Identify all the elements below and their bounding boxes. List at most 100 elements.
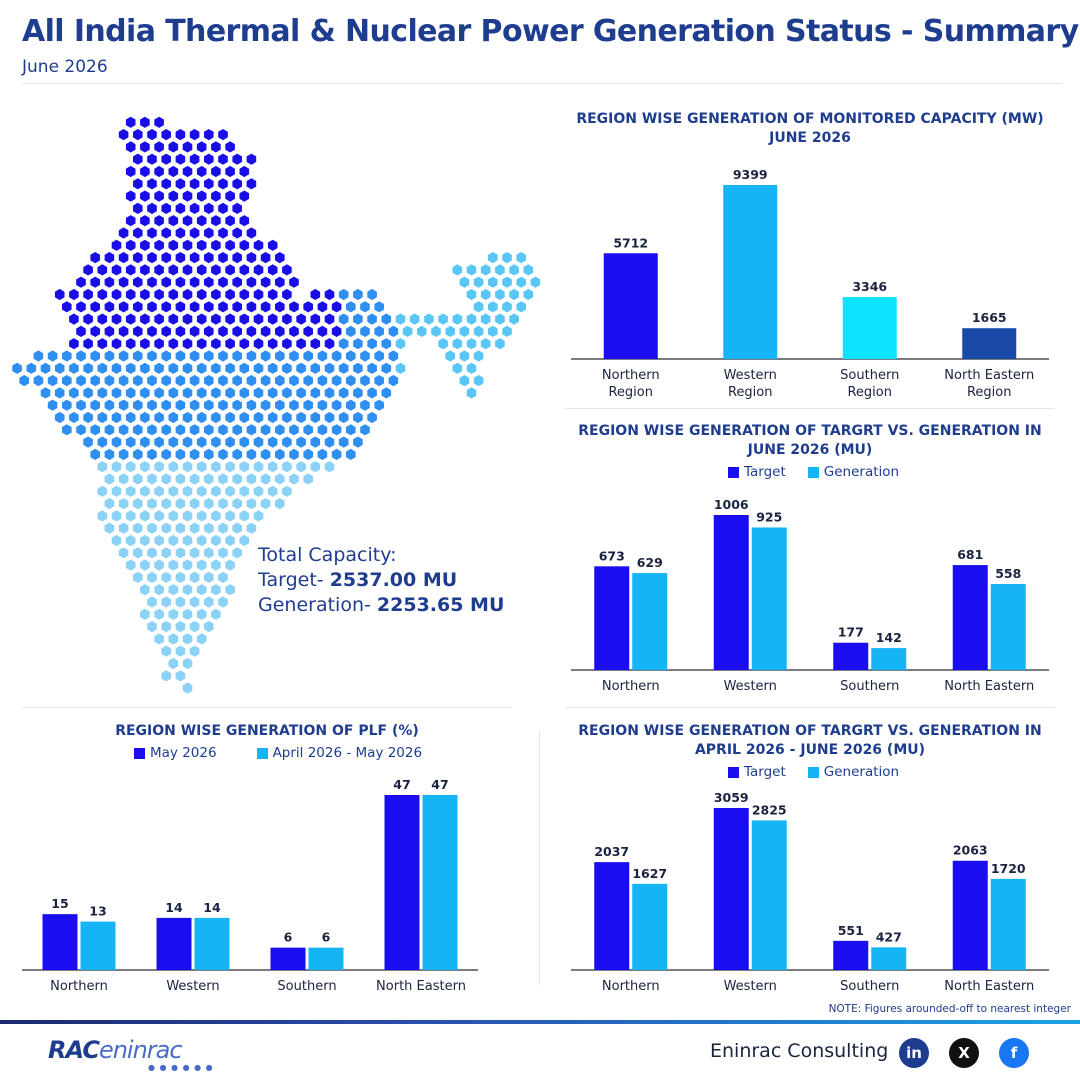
map-hex-cell: [275, 325, 285, 337]
map-hex-cell: [189, 375, 200, 387]
map-hex-cell: [253, 264, 264, 276]
facebook-glyph: f: [1010, 1044, 1018, 1062]
map-hex-cell: [211, 436, 221, 448]
map-hex-cell: [324, 338, 335, 350]
map-hex-cell: [182, 387, 193, 399]
map-hex-cell: [104, 473, 115, 485]
map-hex-cell: [133, 399, 143, 411]
total-capacity-box: Total Capacity: Target- 2537.00 MU Gener…: [258, 543, 504, 618]
map-hex-cell: [211, 239, 221, 251]
map-hex-cell: [204, 571, 214, 583]
map-hex-cell: [260, 448, 271, 460]
map-hex-cell: [133, 129, 143, 141]
map-hex-cell: [97, 510, 108, 522]
map-hex-cell: [133, 202, 143, 214]
map-hex-cell: [260, 325, 271, 337]
map-hex-cell: [175, 448, 186, 460]
map-hex-cell: [225, 485, 235, 497]
map-hex-cell: [182, 239, 193, 251]
map-hex-cell: [204, 350, 214, 362]
map-hex-cell: [154, 215, 164, 227]
map-hex-cell: [19, 375, 29, 387]
map-hex-cell: [317, 375, 328, 387]
map-hex-cell: [495, 338, 505, 350]
map-hex-cell: [246, 448, 257, 460]
map-hex-cell: [473, 301, 484, 313]
divider-right-2: [565, 707, 1055, 708]
x-twitter-icon[interactable]: X: [949, 1038, 979, 1068]
map-hex-cell: [182, 461, 193, 473]
india-map-svg: [12, 116, 541, 694]
map-hex-cell: [452, 362, 463, 374]
tick-label-plf-1: Western: [166, 979, 219, 994]
map-hex-cell: [218, 424, 228, 436]
map-hex-cell: [253, 288, 264, 301]
map-hex-cell: [26, 362, 37, 374]
map-hex-cell: [161, 670, 171, 682]
map-hex-cell: [196, 288, 207, 301]
map-hex-cell: [282, 288, 292, 301]
map-hex-cell: [125, 485, 136, 497]
map-hex-cell: [189, 596, 200, 608]
map-hex-cell: [239, 510, 250, 522]
map-hex-cell: [338, 387, 349, 399]
map-hex-cell: [175, 153, 186, 165]
map-hex-cell: [218, 448, 228, 460]
map-hex-cell: [111, 338, 122, 350]
map-hex-cell: [204, 621, 214, 633]
data-label-plf-2-0: 6: [284, 930, 293, 945]
map-hex-cell: [189, 252, 200, 264]
map-hex-cell: [168, 657, 179, 670]
facebook-icon[interactable]: f: [999, 1038, 1029, 1068]
data-label-plf-3-1: 47: [431, 777, 448, 792]
map-hex-cell: [509, 264, 519, 276]
plf-chart-legend: May 2026 April 2026 - May 2026: [134, 745, 422, 761]
map-hex-cell: [282, 338, 292, 350]
map-hex-cell: [147, 571, 157, 583]
map-hex-cell: [317, 350, 328, 362]
map-hex-cell: [239, 387, 250, 399]
map-hex-cell: [161, 276, 171, 288]
map-hex-cell: [182, 633, 193, 645]
divider-vertical: [539, 730, 540, 985]
map-hex-cell: [232, 399, 242, 411]
map-hex-cell: [253, 338, 264, 350]
page-subtitle: June 2026: [22, 57, 108, 77]
map-hex-cell: [488, 301, 498, 313]
generation-total-value: 2253.65 MU: [376, 594, 505, 616]
map-hex-cell: [47, 350, 58, 362]
map-hex-cell: [211, 485, 221, 497]
map-hex-cell: [90, 252, 100, 264]
map-hex-cell: [267, 239, 278, 251]
map-hex-cell: [246, 498, 257, 510]
map-hex-cell: [182, 411, 193, 424]
map-hex-cell: [445, 350, 455, 362]
map-hex-cell: [154, 510, 164, 522]
map-hex-cell: [211, 264, 221, 276]
map-hex-cell: [125, 239, 136, 251]
map-hex-cell: [225, 436, 235, 448]
map-hex-cell: [204, 252, 214, 264]
map-hex-cell: [161, 202, 171, 214]
map-hex-cell: [154, 411, 164, 424]
linkedin-icon[interactable]: in: [899, 1038, 929, 1068]
map-hex-cell: [260, 350, 271, 362]
map-hex-cell: [204, 596, 214, 608]
map-hex-cell: [140, 338, 150, 350]
map-hex-cell: [182, 264, 193, 276]
map-hex-cell: [147, 202, 157, 214]
map-hex-cell: [253, 411, 264, 424]
map-hex-cell: [33, 350, 44, 362]
map-hex-cell: [374, 350, 384, 362]
map-hex-cell: [225, 387, 235, 399]
bar-capacity-2-0: [842, 297, 897, 359]
map-hex-cell: [125, 165, 136, 178]
map-hex-cell: [189, 547, 200, 559]
map-hex-cell: [175, 424, 186, 436]
map-hex-cell: [175, 252, 186, 264]
map-hex-cell: [175, 178, 186, 190]
map-hex-cell: [303, 399, 313, 411]
map-hex-cell: [317, 301, 328, 313]
data-label-plf-3-0: 47: [393, 777, 410, 792]
map-hex-cell: [196, 559, 207, 571]
